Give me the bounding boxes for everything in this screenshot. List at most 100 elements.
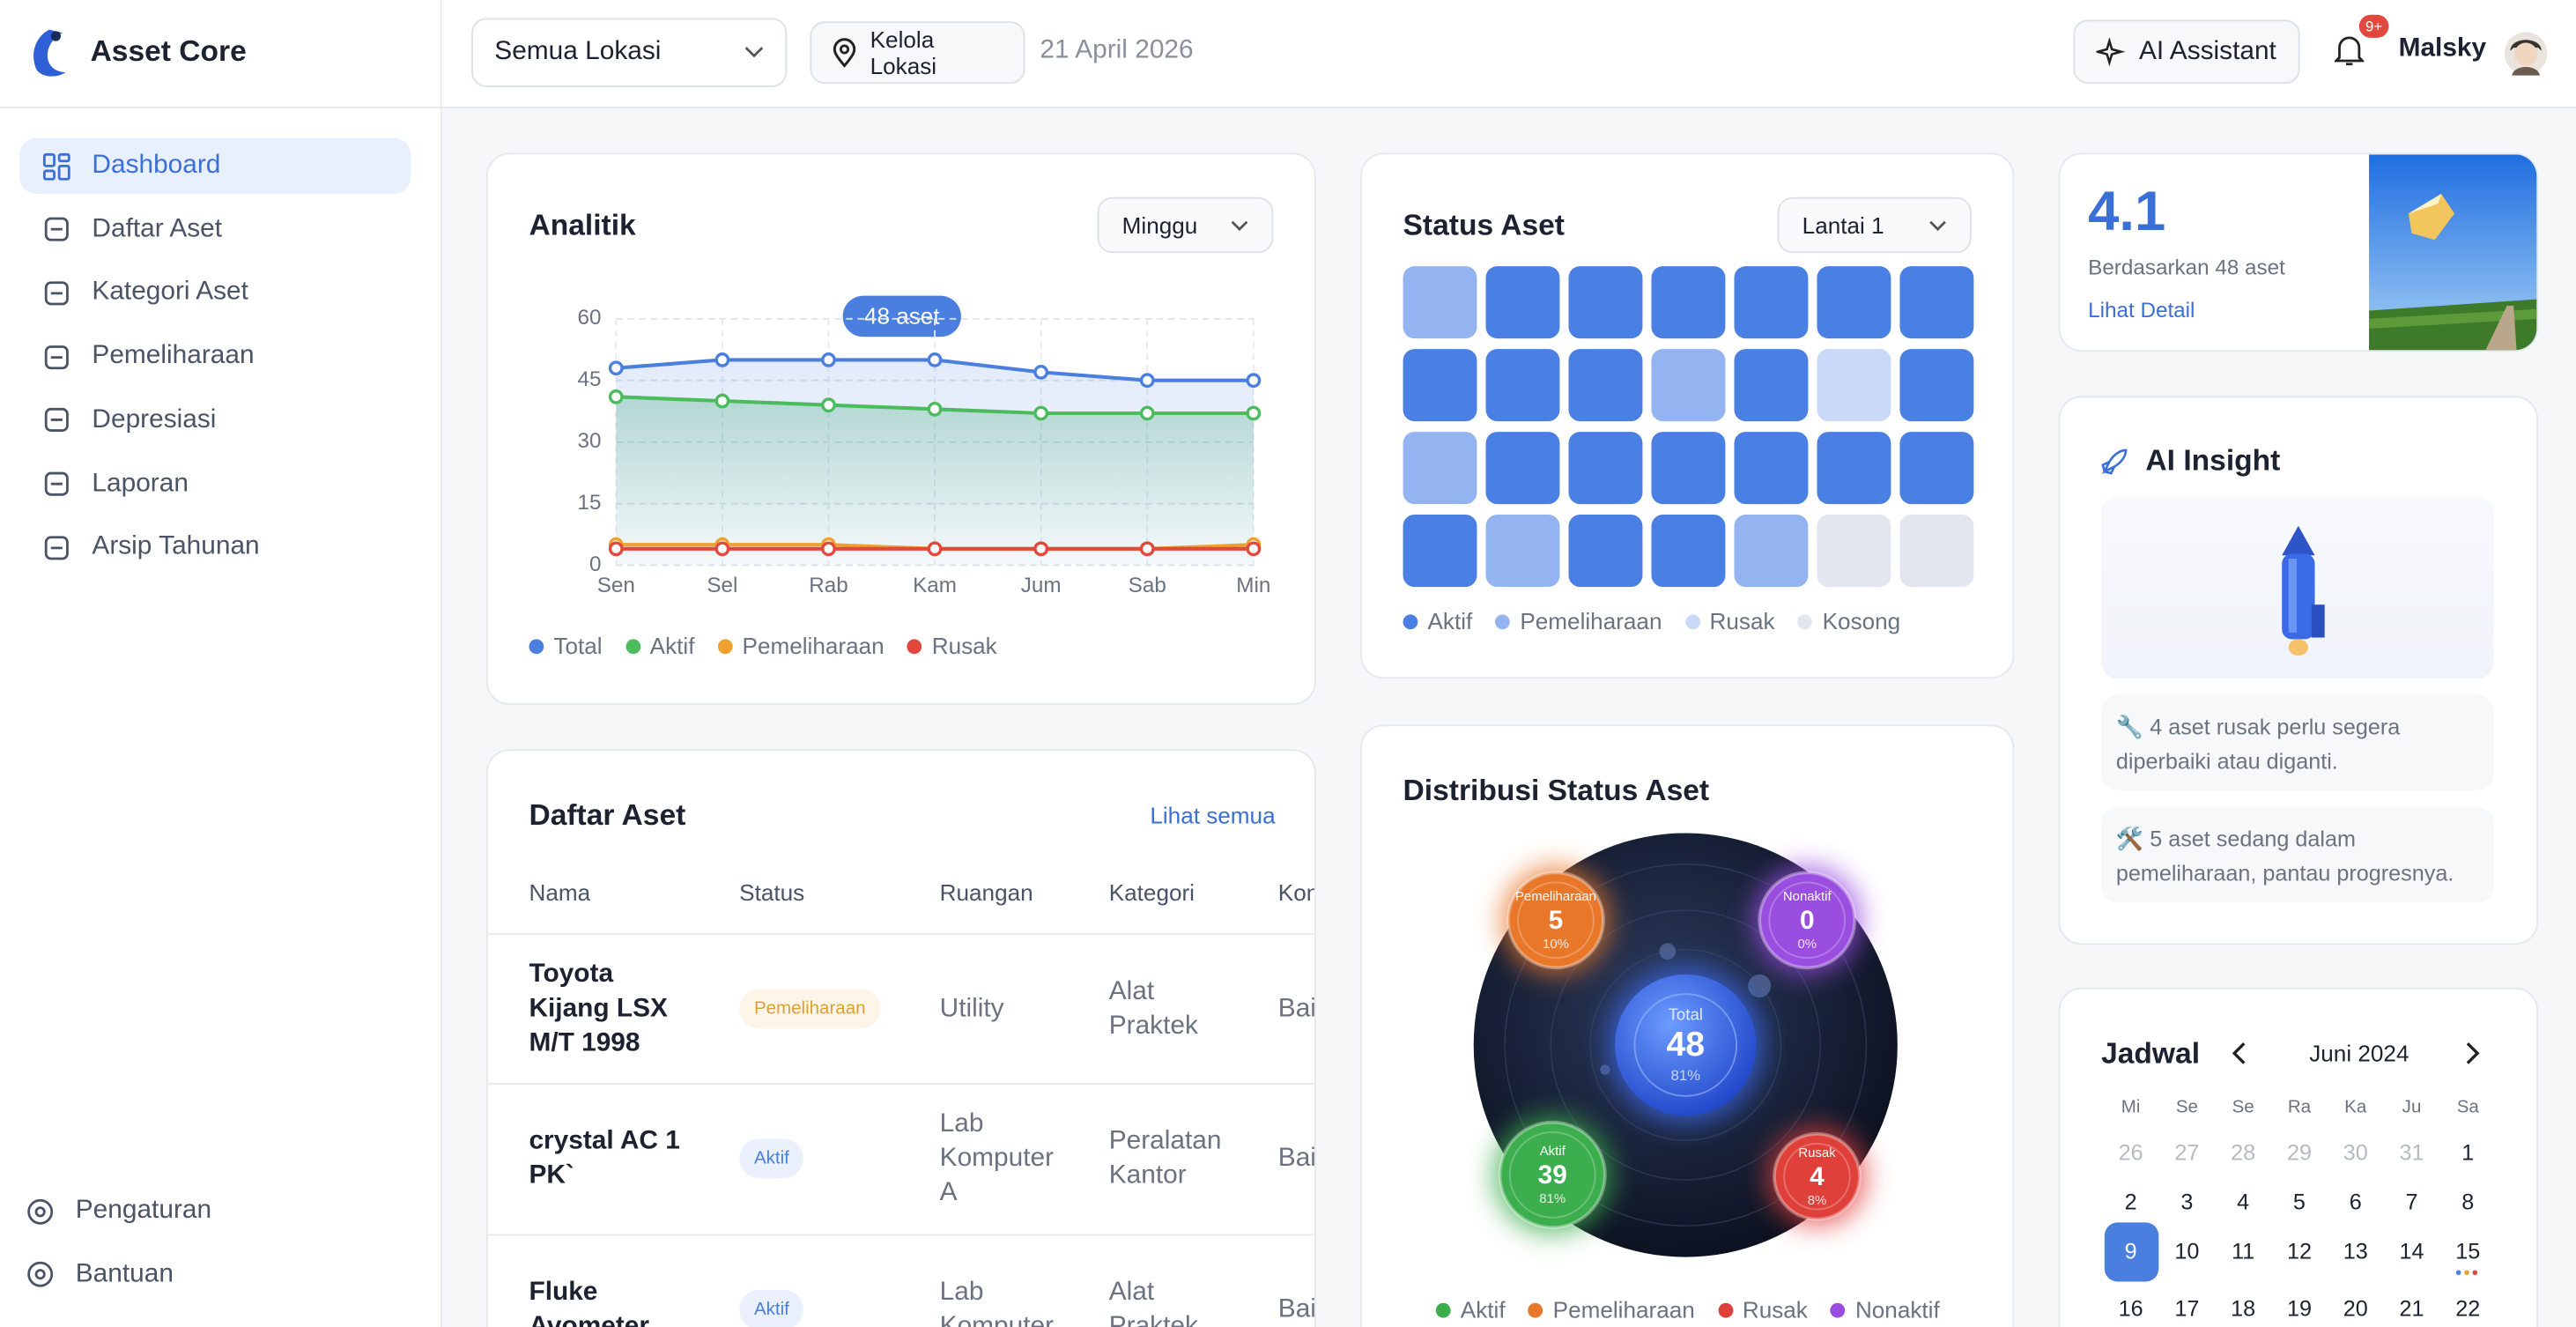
manage-location-label: Kelola Lokasi [870,26,937,79]
day: 16 [2118,1296,2143,1322]
period-select[interactable]: Minggu [1097,196,1274,254]
nav-item[interactable]: Kategori Aset [19,265,411,321]
legend-label: Rusak [1709,607,1775,634]
legend-item: Rusak [1684,607,1775,634]
location-label: Semua Lokasi [494,37,662,66]
divider [0,107,440,109]
day: 12 [2286,1239,2312,1264]
distribution-card: Distribusi Status Aset Aktif Pemeliharaan… [1360,724,2015,1327]
asset-name: Fluke Avometer [529,1278,650,1327]
chevron [744,47,764,58]
day-outside-month: 31 [2399,1140,2424,1166]
nav-label: Pengaturan [75,1196,212,1225]
nav-item[interactable]: Arsip Tahunan [19,520,411,575]
legend-label: Aktif [1427,607,1473,634]
card-title: AI Insight [2145,443,2281,477]
nav-label: Arsip Tahunan [92,532,260,561]
chart-legend: Total Aktif Pemeliharaan Rusak [529,632,997,659]
legend-item: Aktif [1435,1296,1506,1323]
nav-item[interactable]: Bantuan [6,1247,397,1302]
avatar[interactable] [2504,31,2548,76]
rocket-illustration [2282,525,2325,656]
weekday: Ju [2402,1097,2422,1118]
day: 9 [2124,1239,2137,1264]
notification-badge: 9+ [2358,14,2389,38]
table-cell: Lab Komputer A [939,1109,1055,1207]
nav-item[interactable]: Dashboard [19,137,411,195]
day: 15 [2455,1239,2481,1264]
nav-icon [44,471,69,496]
nav-label: Dashboard [92,151,221,180]
rating-value: 4.1 [2088,181,2166,243]
nav-label: Daftar Aset [92,214,223,243]
day: 13 [2343,1239,2368,1264]
legend-label: Pemeliharaan [742,632,885,659]
rating-caption: Berdasarkan 48 aset [2088,255,2285,280]
nav-item[interactable]: Pengaturan [6,1183,397,1239]
ai-assistant-button[interactable]: AI Assistant [2073,19,2300,85]
detail-link[interactable]: Lihat Detail [2088,297,2195,322]
sparkle-icon [2096,36,2126,66]
day: 11 [2232,1239,2255,1264]
nav-icon [44,217,69,242]
chevron [1231,219,1248,231]
legend-label: Pemeliharaan [1552,1296,1695,1323]
table-cell: Lab Komputer [939,1278,1055,1327]
weekday: Ka [2344,1097,2367,1118]
rocket-icon [2101,449,2128,475]
legend-dot [529,639,544,655]
location-select[interactable]: Semua Lokasi [471,18,788,87]
event-dot [2456,1270,2461,1276]
legend-label: Total [553,632,603,659]
day: 14 [2399,1239,2424,1264]
nav-label: Depresiasi [92,405,217,434]
row-divider [487,1234,1314,1236]
column-header: Status [739,878,805,906]
table-cell: Alat Praktek [1108,1278,1198,1327]
next-month[interactable] [2464,1042,2481,1064]
month-label: Juni 2024 [2309,1040,2409,1067]
nav-item[interactable]: Laporan [19,456,411,511]
legend-dot [1528,1302,1543,1318]
manage-location-button[interactable]: Kelola Lokasi [810,21,1025,85]
nav-icon [27,1262,54,1287]
weekday: Se [2232,1097,2254,1118]
see-all-link[interactable]: Lihat semua [1150,802,1276,828]
weekday: Se [2175,1097,2198,1118]
legend-label: Nonaktif [1854,1296,1940,1323]
legend-dot [1435,1302,1451,1318]
weekday: Sa [2456,1097,2479,1118]
day: 3 [2180,1190,2194,1215]
column-header: Ruangan [939,878,1033,906]
illustration-box [2101,496,2494,679]
prev-month[interactable] [2231,1042,2247,1064]
nav-icon [44,535,69,560]
asset-list-card: Daftar Aset Lihat semua Nama Status Ruanga… [485,749,1316,1327]
bell-icon[interactable] [2334,34,2365,67]
insight-item: 🔧 4 aset rusak perlu segera diperbaiki a… [2101,694,2494,790]
table-cell: Utility [939,995,1004,1023]
nav-item[interactable]: Pemeliharaan [19,329,411,384]
nav-item[interactable]: Daftar Aset [19,202,411,257]
legend-item: Aktif [1403,607,1473,634]
legend-label: Aktif [649,632,695,659]
chevron [1929,219,1946,231]
pin-icon [833,38,856,68]
day: 19 [2286,1296,2312,1322]
table-cell: Baik [1277,1295,1316,1324]
floor-select[interactable]: Lantai 1 [1777,196,1972,254]
event-dot [2464,1270,2470,1276]
nav-icon [44,281,69,306]
sidebar: Asset Core Dashboard Daftar Aset Kategori … [0,0,442,1327]
day: 22 [2455,1296,2481,1322]
date: 21 April 2026 [1040,36,1194,64]
day: 1 [2461,1140,2475,1166]
legend-item: Pemeliharaan [1495,608,1662,634]
nav-item[interactable]: Depresiasi [19,392,411,448]
day-outside-month: 26 [2118,1140,2143,1166]
day-outside-month: 28 [2231,1140,2256,1166]
distribution-legend: Aktif Pemeliharaan Rusak Nonaktif [1435,1296,1940,1323]
day-outside-month: 27 [2174,1140,2200,1166]
brand: Asset Core [90,34,247,68]
